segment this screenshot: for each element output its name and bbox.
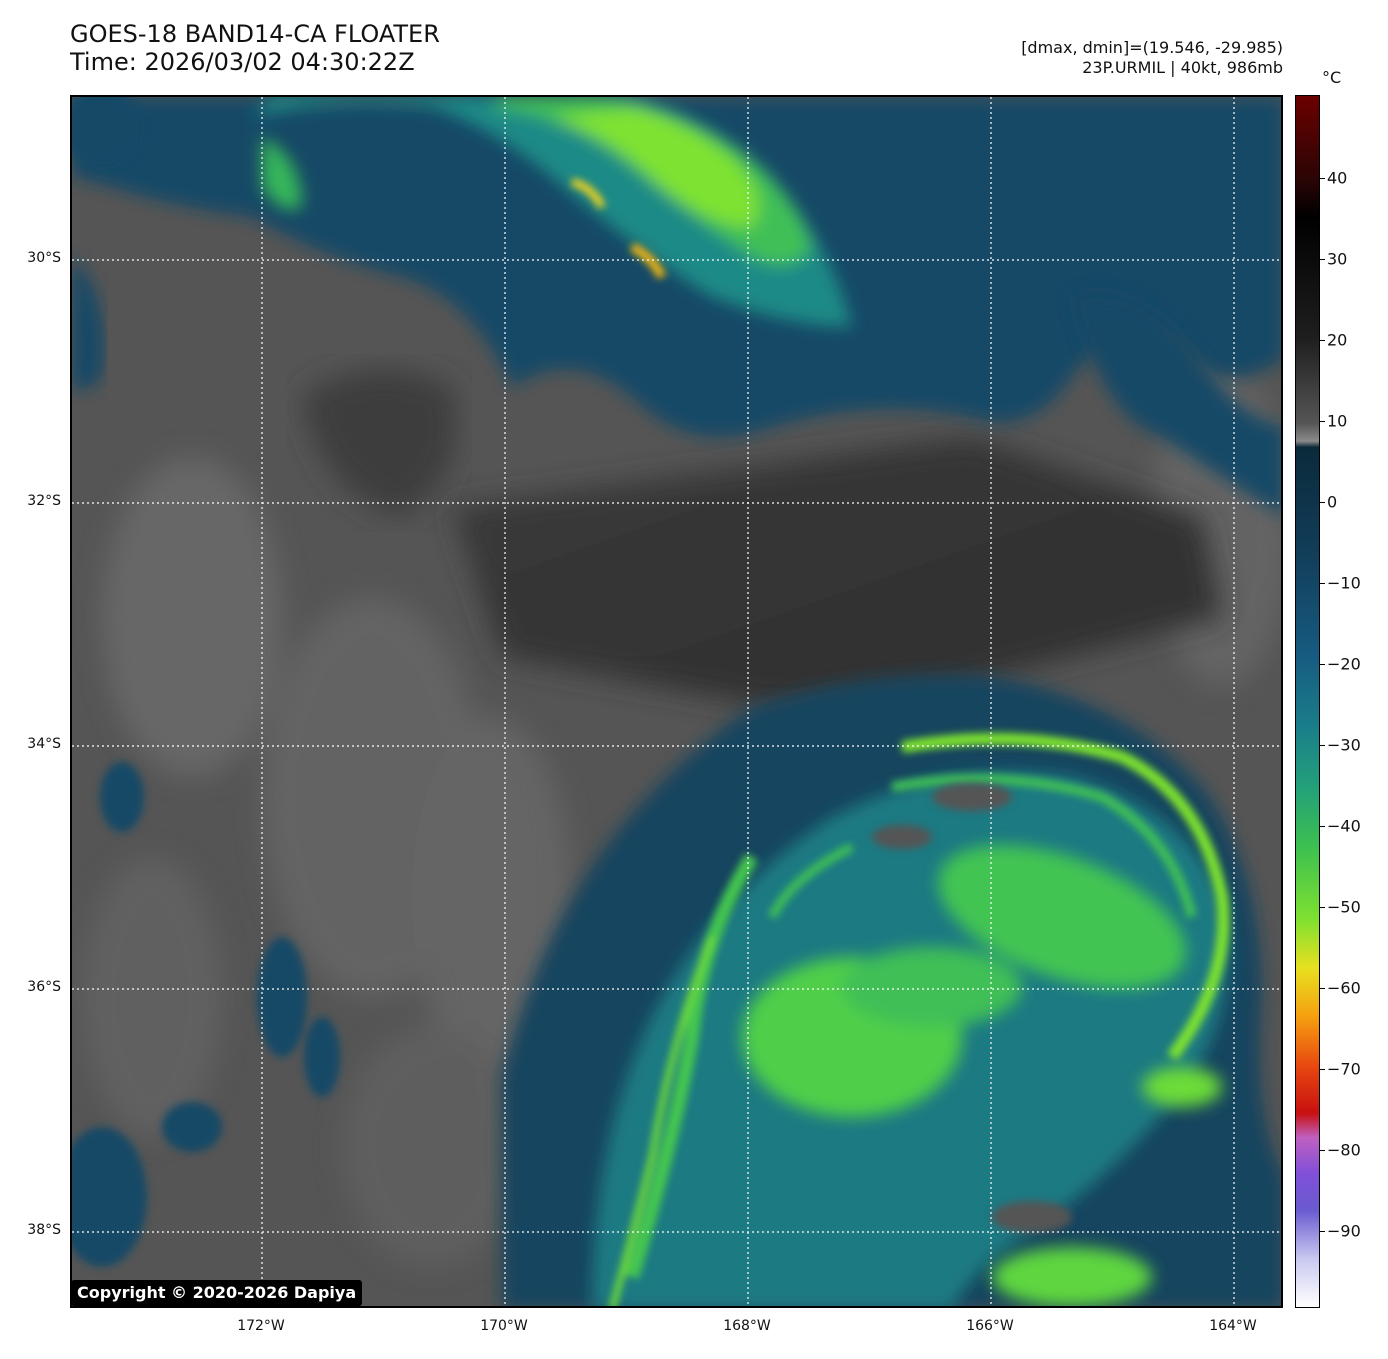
satellite-imagery — [72, 97, 1281, 1306]
colorbar-tick-mark — [1320, 664, 1325, 665]
colorbar-tick-label: 40 — [1327, 168, 1348, 188]
map-time: Time: 2026/03/02 04:30:22Z — [70, 48, 415, 76]
lon-label-172w: 172°W — [237, 1318, 285, 1334]
data-range: [dmax, dmin]=(19.546, -29.985) — [1021, 38, 1283, 57]
colorbar-tick-label: −90 — [1327, 1221, 1361, 1241]
colorbar-tick-mark — [1320, 1150, 1325, 1151]
meta-block: [dmax, dmin]=(19.546, -29.985) 23P.URMIL… — [1021, 38, 1283, 78]
colorbar-tick-mark — [1320, 826, 1325, 827]
colorbar-tick-mark — [1320, 502, 1325, 503]
colorbar-tick-label: −20 — [1327, 654, 1361, 674]
colorbar-tick-label: 30 — [1327, 249, 1348, 269]
colorbar-tick-label: −50 — [1327, 897, 1361, 917]
lat-label-36s: 36°S — [27, 979, 61, 995]
graticule — [72, 97, 1281, 1306]
lon-label-170w: 170°W — [480, 1318, 528, 1334]
colorbar-tick-label: 10 — [1327, 411, 1348, 431]
colorbar-tick-label: −80 — [1327, 1140, 1361, 1160]
lat-label-38s: 38°S — [27, 1222, 61, 1238]
lat-label-32s: 32°S — [27, 493, 61, 509]
colorbar-tick-mark — [1320, 907, 1325, 908]
lat-label-30s: 30°S — [27, 250, 61, 266]
colorbar-tick-mark — [1320, 745, 1325, 746]
colorbar-tick-mark — [1320, 988, 1325, 989]
lon-label-168w: 168°W — [723, 1318, 771, 1334]
colorbar-tick-mark — [1320, 421, 1325, 422]
colorbar-tick-label: −30 — [1327, 735, 1361, 755]
lon-label-166w: 166°W — [966, 1318, 1014, 1334]
colorbar-unit: °C — [1322, 68, 1342, 87]
colorbar-tick-label: −10 — [1327, 573, 1361, 593]
colorbar-tick-label: 0 — [1327, 492, 1338, 512]
colorbar-tick-mark — [1320, 259, 1325, 260]
colorbar-tick-mark — [1320, 583, 1325, 584]
colorbar-tick-mark — [1320, 340, 1325, 341]
colorbar-tick-label: −40 — [1327, 816, 1361, 836]
lat-label-34s: 34°S — [27, 736, 61, 752]
storm-info: 23P.URMIL | 40kt, 986mb — [1082, 58, 1283, 77]
colorbar-tick-mark — [1320, 1231, 1325, 1232]
copyright-badge: Copyright © 2020-2026 Dapiya — [71, 1280, 363, 1306]
colorbar-gradient — [1296, 96, 1319, 1307]
lon-label-164w: 164°W — [1209, 1318, 1257, 1334]
colorbar — [1295, 95, 1320, 1308]
satellite-image — [70, 95, 1283, 1308]
map-title: GOES-18 BAND14-CA FLOATER — [70, 20, 440, 48]
colorbar-tick-mark — [1320, 1069, 1325, 1070]
colorbar-tick-label: 20 — [1327, 330, 1348, 350]
colorbar-tick-label: −60 — [1327, 978, 1361, 998]
colorbar-tick-label: −70 — [1327, 1059, 1361, 1079]
title-block: GOES-18 BAND14-CA FLOATER Time: 2026/03/… — [70, 20, 440, 76]
colorbar-tick-mark — [1320, 178, 1325, 179]
